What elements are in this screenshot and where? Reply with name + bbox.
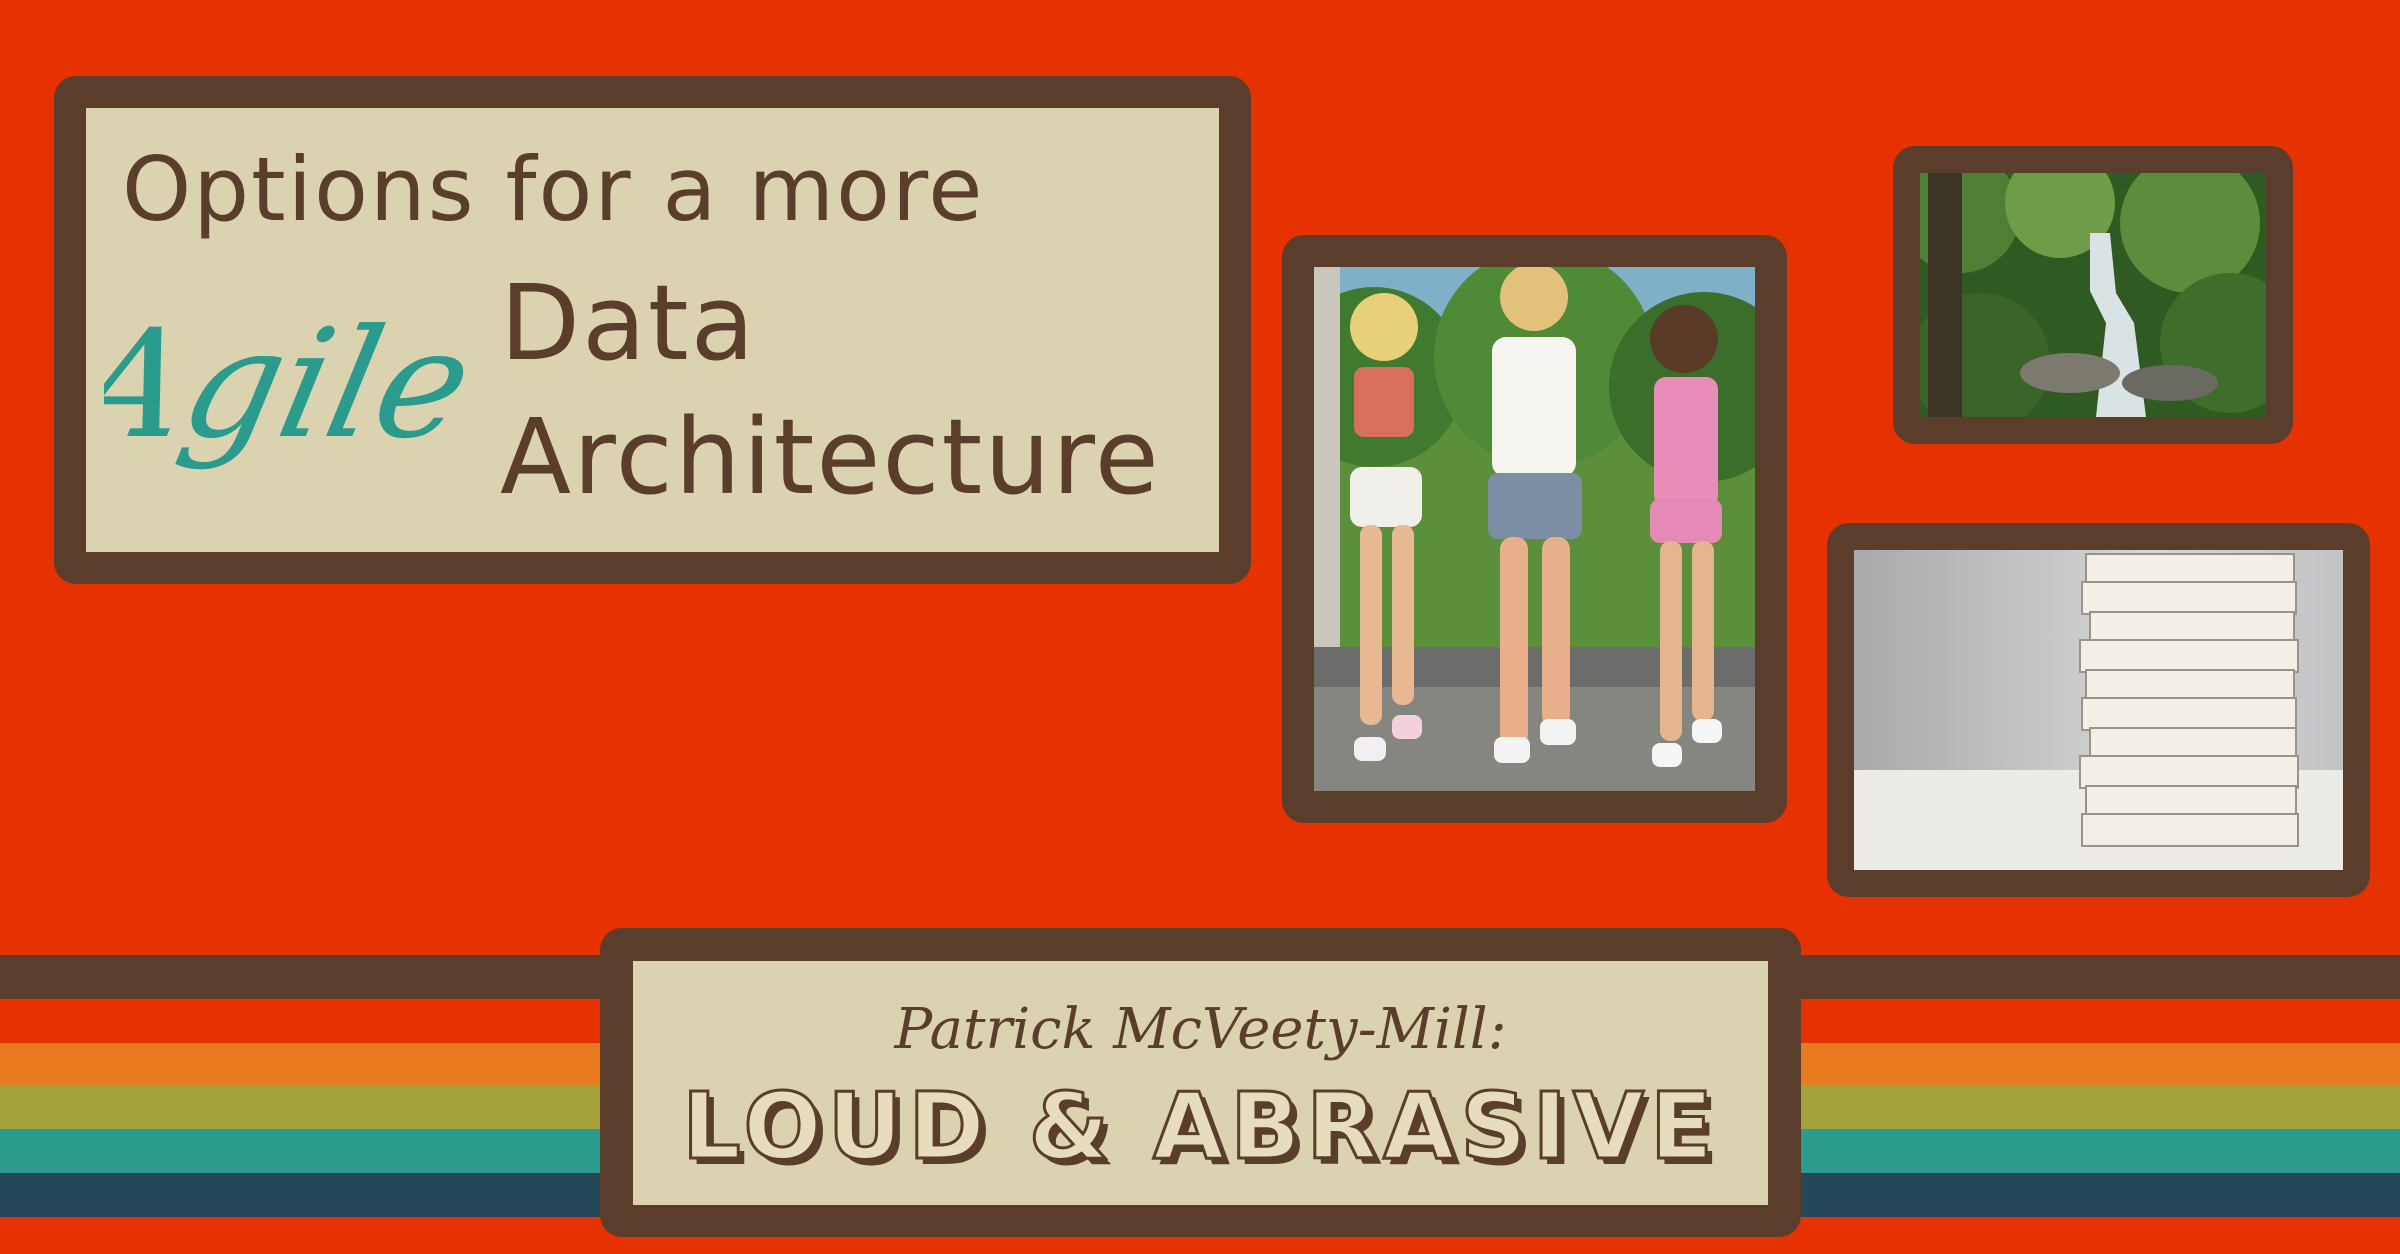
title-line-1: Options for a more (122, 138, 985, 241)
agile-script-word: Agile (104, 297, 484, 472)
paper-stack (2079, 553, 2299, 847)
paper-stack-photo (1854, 550, 2343, 870)
retro-joggers-photo (1314, 267, 1755, 791)
presenter-name: Patrick McVeety-Mill: (894, 997, 1507, 1062)
title-line-3: Architecture (500, 396, 1161, 518)
title-line-2: Data (500, 262, 757, 384)
banner-panel: Patrick McVeety-Mill: LOUD & ABRASIVE (633, 961, 1768, 1205)
paper-stack-illustration (1854, 550, 2343, 870)
band-name: LOUD & ABRASIVE (681, 1072, 1719, 1182)
waterfall-illustration (1920, 173, 2266, 417)
title-panel (86, 108, 1219, 552)
forest-waterfall-photo (1920, 173, 2266, 417)
agile-text: Agile (104, 297, 484, 472)
joggers-illustration (1314, 267, 1755, 791)
